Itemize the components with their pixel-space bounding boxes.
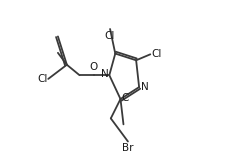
Text: N: N	[141, 82, 148, 92]
Text: Cl: Cl	[151, 49, 162, 59]
Text: C: C	[122, 93, 129, 103]
Text: Br: Br	[122, 143, 134, 153]
Text: Cl: Cl	[37, 74, 48, 84]
Text: N: N	[101, 69, 109, 80]
Text: O: O	[89, 62, 98, 72]
Text: Cl: Cl	[105, 31, 115, 41]
